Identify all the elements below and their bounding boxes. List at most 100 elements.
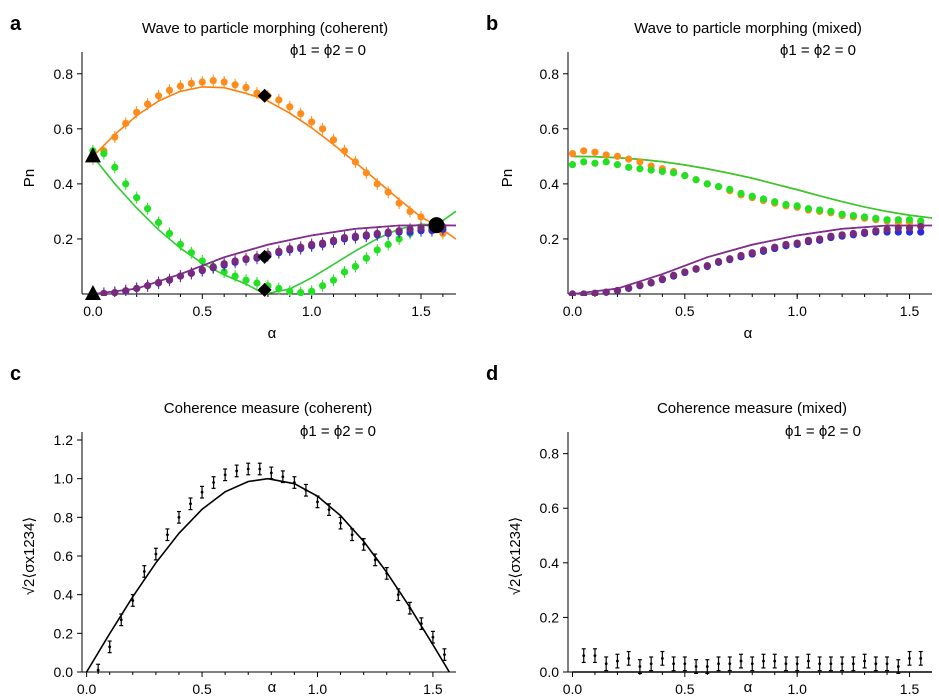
data-point bbox=[231, 81, 239, 89]
data-point bbox=[327, 508, 331, 511]
theory-curve bbox=[85, 477, 450, 673]
data-point bbox=[591, 289, 599, 296]
diamond-marker bbox=[257, 249, 272, 264]
data-point bbox=[122, 180, 130, 188]
panel-letter: d bbox=[486, 363, 498, 385]
panel-d: d Coherence measure (mixed) ϕ1 = ϕ2 = 0 0.0… bbox=[486, 363, 932, 697]
data-point bbox=[154, 278, 163, 287]
data-point bbox=[771, 243, 779, 251]
data-point bbox=[176, 82, 185, 90]
data-point bbox=[242, 83, 250, 92]
data-point bbox=[580, 147, 588, 155]
data-point bbox=[154, 552, 158, 556]
data-point bbox=[119, 618, 123, 622]
data-point bbox=[602, 151, 610, 159]
data-point bbox=[863, 659, 866, 663]
data-point bbox=[683, 662, 687, 666]
data-point bbox=[304, 488, 308, 492]
data-point bbox=[198, 78, 206, 86]
data-point bbox=[660, 656, 664, 660]
data-point bbox=[189, 502, 192, 506]
data-point bbox=[329, 136, 338, 144]
data-point bbox=[281, 475, 285, 479]
data-point bbox=[827, 232, 835, 240]
data-point bbox=[431, 635, 435, 639]
x-tick-label: 0.0 bbox=[563, 681, 583, 697]
data-point bbox=[894, 224, 902, 232]
x-tick-label: 0.0 bbox=[563, 303, 583, 319]
chart-title: Wave to particle morphing (mixed) bbox=[634, 20, 862, 37]
data-point bbox=[827, 207, 835, 216]
data-point bbox=[782, 240, 790, 249]
data-point bbox=[894, 216, 902, 224]
y-tick-label: 0.2 bbox=[540, 609, 560, 625]
data-point bbox=[782, 200, 790, 209]
data-point bbox=[340, 268, 349, 276]
data-point bbox=[625, 155, 633, 163]
y-tick-label: 0.0 bbox=[540, 664, 560, 680]
data-series bbox=[568, 222, 925, 296]
x-tick-label: 0.5 bbox=[675, 681, 695, 697]
data-point bbox=[395, 227, 403, 235]
panel-letter: c bbox=[10, 363, 21, 385]
theory-curve bbox=[572, 224, 932, 295]
data-point bbox=[883, 225, 891, 233]
data-point bbox=[759, 246, 768, 254]
y-tick-label: 0.8 bbox=[540, 446, 560, 462]
data-point bbox=[417, 213, 425, 221]
y-axis-label: Pn bbox=[499, 169, 516, 187]
data-point bbox=[703, 180, 711, 188]
data-point bbox=[737, 251, 745, 260]
data-point bbox=[582, 654, 586, 658]
data-point bbox=[339, 521, 342, 525]
data-point bbox=[759, 195, 768, 203]
data-point bbox=[253, 279, 261, 287]
y-tick-label: 0.4 bbox=[540, 555, 560, 571]
data-point bbox=[395, 199, 403, 207]
data-series bbox=[568, 158, 925, 225]
data-point bbox=[838, 231, 846, 239]
y-tick-label: 0.4 bbox=[54, 587, 74, 603]
x-tick-label: 1.0 bbox=[308, 681, 328, 697]
data-point bbox=[647, 166, 655, 174]
panel-a: a Wave to particle morphing (coherent) ϕ1 … bbox=[10, 13, 457, 342]
data-point bbox=[602, 158, 610, 166]
data-point bbox=[308, 240, 316, 249]
y-tick-label: 0.2 bbox=[54, 625, 74, 641]
data-series bbox=[581, 648, 923, 674]
y-axis-label: √2⟨σx1234⟩ bbox=[507, 517, 524, 595]
data-point bbox=[373, 180, 381, 188]
data-point bbox=[286, 287, 294, 295]
data-point bbox=[275, 284, 283, 293]
y-tick-label: 0.6 bbox=[54, 548, 74, 564]
data-point bbox=[142, 570, 146, 573]
y-tick-label: 0.0 bbox=[54, 664, 74, 680]
data-point bbox=[144, 100, 152, 108]
data-point bbox=[737, 189, 745, 198]
data-point bbox=[166, 533, 169, 537]
data-point bbox=[568, 290, 577, 296]
x-tick-label: 1.0 bbox=[302, 303, 322, 319]
panel-letter: a bbox=[10, 13, 22, 35]
data-point bbox=[793, 239, 801, 247]
panel-c: c Coherence measure (coherent) ϕ1 = ϕ2 = 0… bbox=[10, 363, 456, 697]
data-point bbox=[198, 257, 206, 265]
data-point bbox=[231, 272, 239, 280]
data-point bbox=[917, 222, 925, 231]
data-point bbox=[419, 622, 423, 626]
y-tick-label: 0.6 bbox=[540, 500, 560, 516]
data-point bbox=[705, 665, 709, 668]
data-point bbox=[292, 481, 296, 484]
data-point bbox=[231, 257, 239, 265]
data-point bbox=[220, 260, 228, 268]
data-series bbox=[568, 147, 925, 228]
data-point bbox=[133, 284, 141, 293]
data-point bbox=[340, 233, 349, 242]
data-point bbox=[919, 656, 923, 660]
data-point bbox=[793, 202, 801, 210]
data-point bbox=[849, 229, 857, 238]
data-point bbox=[816, 235, 824, 243]
data-point bbox=[384, 240, 392, 249]
data-point bbox=[580, 158, 588, 166]
